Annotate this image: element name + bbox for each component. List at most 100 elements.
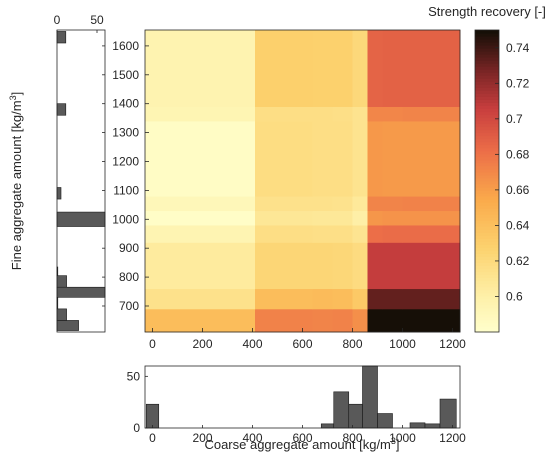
colorbar-segment: [475, 265, 499, 270]
colorbar-segment: [475, 162, 499, 167]
colorbar-segment: [475, 196, 499, 200]
colorbar-segment: [475, 214, 499, 218]
heatmap-cell: [312, 225, 333, 243]
heatmap-cell: [367, 196, 383, 212]
colorbar-segment: [475, 39, 499, 43]
heatmap-cell: [367, 210, 383, 226]
colorbar-segment: [475, 250, 499, 254]
heatmap-cell: [255, 242, 313, 290]
heatmap-cell: [145, 196, 256, 212]
colorbar-segment: [475, 241, 499, 245]
colorbar-segment: [475, 99, 499, 103]
colorbar-segment: [475, 193, 499, 197]
coarse-histogram-bar: [320, 423, 335, 429]
heatmap-cell: [367, 225, 383, 243]
y-axis-label: Fine aggregate amount [kg/m3]: [8, 92, 24, 270]
colorbar-segment: [475, 202, 499, 206]
colorbar-segment: [475, 232, 499, 236]
fine-histogram-tick-label: 50: [90, 13, 104, 27]
x-tick-label: 1000: [389, 337, 416, 351]
y-tick-label: 1600: [112, 39, 139, 53]
colorbar-segment: [475, 153, 499, 158]
heatmap-cell: [332, 288, 353, 310]
colorbar-segment: [475, 211, 499, 215]
colorbar-segment: [475, 304, 499, 309]
colorbar-segment: [475, 132, 499, 137]
x-tick-label: 1200: [439, 337, 466, 351]
colorbar-segment: [475, 123, 499, 128]
coarse-histogram-x-tick-label: 600: [292, 431, 312, 445]
x-tick-label: 600: [292, 337, 312, 351]
colorbar-segment: [475, 205, 499, 209]
y-tick-label: 1000: [112, 212, 139, 226]
fine-histogram-frame: [56, 29, 106, 333]
colorbar-segment: [475, 84, 499, 88]
colorbar-segment: [475, 247, 499, 251]
colorbar-segment: [475, 235, 499, 239]
colorbar-segment: [475, 69, 499, 73]
colorbar-segment: [475, 54, 499, 58]
coarse-histogram-bar: [377, 413, 393, 429]
heatmap-cell: [382, 210, 403, 226]
fine-histogram-bar: [56, 320, 79, 331]
heatmap-cell: [402, 288, 461, 310]
colorbar-segment: [475, 126, 499, 131]
heatmap-cell: [352, 242, 368, 290]
heatmap-cell: [382, 225, 403, 243]
heatmap-cell: [145, 308, 256, 333]
heatmap-cell: [352, 308, 368, 333]
coarse-histogram-bar: [424, 423, 441, 429]
heatmap-cell: [255, 210, 313, 226]
colorbar-segment: [475, 42, 499, 46]
colorbar-segment: [475, 57, 499, 61]
colorbar-segment: [475, 262, 499, 267]
fine-histogram-bar: [56, 308, 67, 321]
heatmap-cell: [402, 210, 461, 226]
colorbar-segment: [475, 313, 499, 318]
fine-histogram-ticks: 0 50: [54, 13, 104, 33]
colorbar-segment: [475, 120, 499, 125]
colorbar-segment: [475, 271, 499, 276]
heatmap-cell: [145, 225, 256, 243]
colorbar-segment: [475, 90, 499, 94]
x-tick-label: 800: [342, 337, 362, 351]
colorbar-segment: [475, 229, 499, 233]
heatmap-cell: [255, 225, 313, 243]
colorbar-segment: [475, 220, 499, 224]
colorbar-segment: [475, 111, 499, 116]
heatmap-cell: [402, 106, 461, 122]
fine-histogram-bar: [56, 187, 62, 200]
heatmap-cell: [145, 242, 256, 290]
heatmap-cell: [332, 106, 353, 122]
y-tick-label: 1200: [112, 154, 139, 168]
heatmap-cell: [402, 242, 461, 290]
coarse-histogram-bar: [409, 422, 426, 429]
colorbar-segment: [475, 295, 499, 300]
heatmap-cell: [312, 121, 333, 197]
colorbar-segment: [475, 256, 499, 261]
heatmap-cell: [352, 30, 368, 107]
colorbar-segment: [475, 93, 499, 97]
colorbar-segment: [475, 244, 499, 248]
colorbar-segment: [475, 177, 499, 182]
heatmap-cell: [382, 242, 403, 290]
heatmap-cell: [332, 210, 353, 226]
colorbar-segment: [475, 141, 499, 146]
heatmap-cell: [367, 30, 383, 107]
colorbar-segment: [475, 298, 499, 303]
heatmap-cell: [332, 308, 353, 333]
heatmap-cell: [312, 288, 333, 310]
colorbar-segment: [475, 63, 499, 67]
fine-histogram-tick-label: 0: [54, 13, 61, 27]
heatmap-cell: [312, 210, 333, 226]
colorbar-segment: [475, 310, 499, 315]
colorbar-segment: [475, 87, 499, 91]
colorbar-segment: [475, 102, 499, 106]
colorbar-segment: [475, 238, 499, 242]
colorbar-segment: [475, 274, 499, 279]
colorbar-segment: [475, 165, 499, 170]
heatmap-cell: [145, 106, 256, 122]
y-tick-label: 900: [119, 241, 139, 255]
coarse-histogram-x-tick-label: 200: [192, 431, 212, 445]
